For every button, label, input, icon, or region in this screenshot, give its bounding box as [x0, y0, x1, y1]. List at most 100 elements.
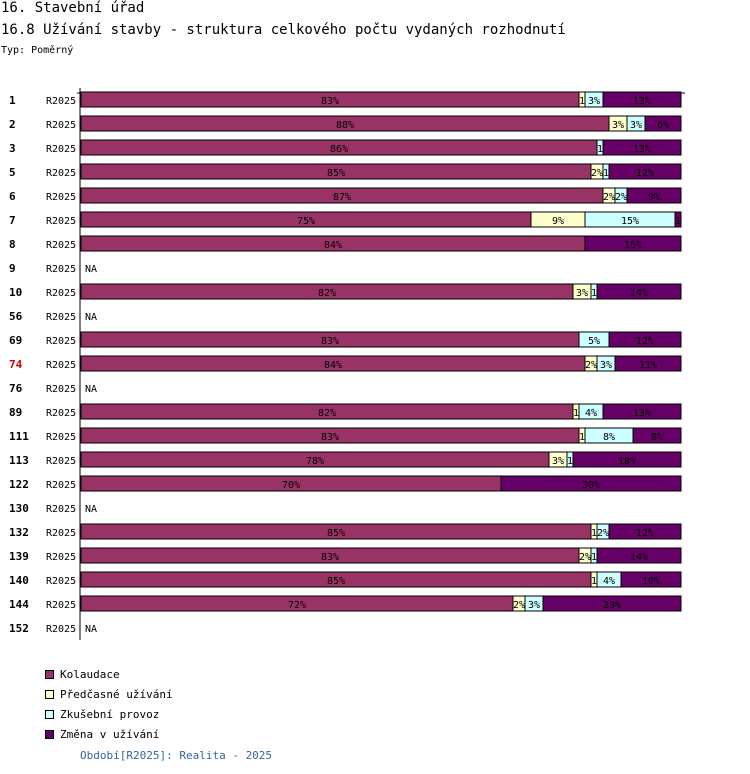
legend-swatch: [45, 729, 54, 739]
row-label: 69: [9, 334, 22, 347]
data-label: 12%: [636, 168, 654, 179]
data-label: 83%: [321, 336, 339, 347]
data-label: 1: [573, 408, 579, 419]
data-label: 3%: [552, 456, 564, 467]
period-label: R2025: [46, 384, 76, 395]
data-label: 12%: [636, 336, 654, 347]
row-label: 76: [9, 382, 23, 395]
data-label: 2%: [597, 528, 609, 539]
data-label: 2%: [603, 192, 615, 203]
period-label: R2025: [46, 288, 76, 299]
data-label: 13%: [633, 144, 651, 155]
data-label: 86%: [330, 144, 348, 155]
data-label: 70%: [282, 480, 300, 491]
data-label: 2%: [585, 360, 597, 371]
row-label: 8: [9, 238, 16, 251]
data-label: 82%: [318, 408, 336, 419]
page-title: 16. Stavební úřad: [1, 0, 145, 16]
data-label: 85%: [327, 576, 345, 587]
bar-segment: [572, 451, 682, 468]
row-label: 140: [9, 574, 29, 587]
bar-segment: [608, 331, 682, 348]
data-label: 14%: [630, 552, 648, 563]
bar-segment: [674, 211, 682, 228]
period-label: R2025: [46, 456, 76, 467]
bar-segment: [620, 571, 682, 588]
row-label: 111: [9, 430, 29, 443]
bar-segment: [608, 163, 682, 180]
period-label: R2025: [46, 360, 76, 371]
data-label: 84%: [324, 360, 342, 371]
row-label: 132: [9, 526, 29, 539]
period-label: R2025: [46, 600, 76, 611]
row-label: 74: [9, 358, 23, 371]
row-label: 10: [9, 286, 22, 299]
data-label: 1: [591, 288, 597, 299]
data-label: 83%: [321, 432, 339, 443]
data-label: 12%: [636, 528, 654, 539]
data-label: 23%: [603, 600, 621, 611]
data-label: 6%: [657, 120, 669, 131]
legend-item-zkusebni-provoz: Zkušební provoz: [45, 704, 173, 724]
data-label: 9%: [552, 216, 564, 227]
row-label: 9: [9, 262, 16, 275]
legend-label: Změna v užívání: [60, 727, 160, 741]
period-label: R2025: [46, 552, 76, 563]
period-label: R2025: [46, 144, 76, 155]
period-label: R2025: [46, 336, 76, 347]
na-label: NA: [85, 624, 97, 635]
period-label: R2025: [46, 480, 76, 491]
bar-segment: [608, 523, 682, 540]
legend-item-zmena-v-uzivani: Změna v užívání: [45, 724, 173, 744]
row-label: 3: [9, 142, 16, 155]
stacked-bar-chart: 1 R2025 83% 1 3% 13%2 R2025 88% 3% 3% 6%3 R2025 86% 1…: [9, 88, 685, 640]
bar-segment: [644, 115, 682, 132]
data-label: 88%: [336, 120, 354, 131]
data-label: 82%: [318, 288, 336, 299]
data-label: 1: [603, 168, 609, 179]
data-label: 3%: [630, 120, 642, 131]
period-label: R2025: [46, 216, 76, 227]
data-label: 87%: [333, 192, 351, 203]
bar-segment: [596, 283, 682, 300]
data-label: 5%: [588, 336, 600, 347]
data-label: 83%: [321, 552, 339, 563]
data-label: 1: [579, 96, 585, 107]
data-label: 1: [591, 552, 597, 563]
data-label: 16%: [624, 240, 642, 251]
row-label: 113: [9, 454, 29, 467]
legend-swatch: [45, 689, 54, 699]
chart-legend: Kolaudace Předčasné užívání Zkušební pro…: [45, 664, 173, 744]
data-label: 2%: [591, 168, 603, 179]
row-label: 130: [9, 502, 29, 515]
data-label: 3%: [600, 360, 612, 371]
row-label: 122: [9, 478, 29, 491]
period-label: R2025: [46, 624, 76, 635]
row-label: 89: [9, 406, 22, 419]
bar-segment: [626, 187, 682, 204]
data-label: 78%: [306, 456, 324, 467]
bar-segment: [596, 547, 682, 564]
chart-title: 16.8 Užívání stavby - struktura celkovéh…: [1, 22, 566, 38]
na-label: NA: [85, 504, 97, 515]
data-label: 85%: [327, 168, 345, 179]
legend-item-kolaudace: Kolaudace: [45, 664, 173, 684]
data-label: 13%: [633, 96, 651, 107]
data-label: 83%: [321, 96, 339, 107]
data-label: 3%: [612, 120, 624, 131]
bar-segment: [500, 475, 682, 492]
data-label: 1: [579, 432, 585, 443]
data-label: 72%: [288, 600, 306, 611]
data-label: 8%: [603, 432, 615, 443]
na-label: NA: [85, 264, 97, 275]
data-label: 84%: [324, 240, 342, 251]
data-label: 3%: [576, 288, 588, 299]
period-label: R2025: [46, 96, 76, 107]
data-label: 4%: [603, 576, 615, 587]
data-label: 3%: [528, 600, 540, 611]
row-label: 6: [9, 190, 16, 203]
data-label: 75%: [297, 216, 315, 227]
bar-segment: [632, 427, 682, 444]
row-label: 152: [9, 622, 29, 635]
row-label: 7: [9, 214, 16, 227]
